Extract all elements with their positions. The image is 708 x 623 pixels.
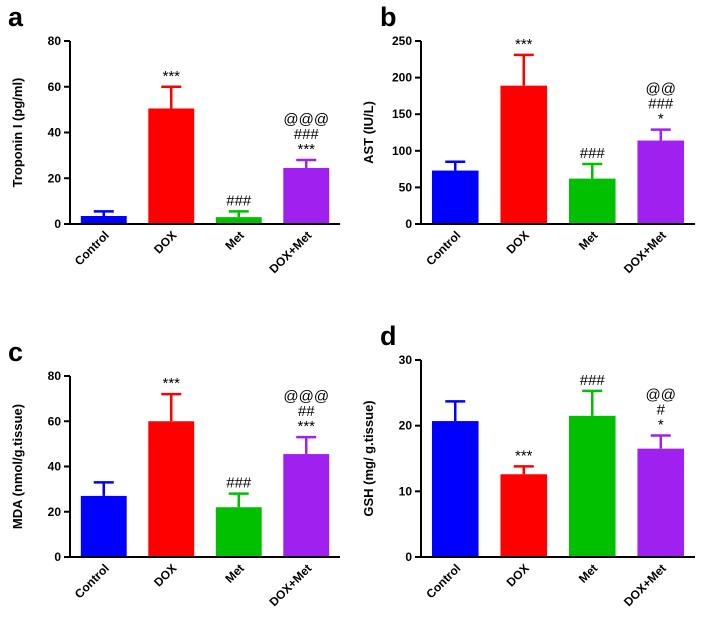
- y-tick-label: 0: [54, 550, 61, 564]
- category-label: DOX: [151, 228, 179, 256]
- significance-label: ###: [226, 192, 252, 209]
- y-tick-label: 50: [399, 180, 413, 194]
- category-label: DOX: [151, 561, 179, 589]
- bar-dox: [148, 421, 195, 557]
- y-tick-label: 40: [48, 126, 62, 140]
- y-tick-label: 150: [392, 107, 412, 121]
- significance-label: ###: [648, 96, 674, 113]
- bar-dox-met: [283, 167, 330, 224]
- category-label: Met: [576, 561, 601, 586]
- significance-label: ###: [226, 475, 252, 492]
- category-label: Met: [222, 228, 247, 253]
- y-tick-label: 80: [48, 34, 62, 48]
- bar-met: [568, 415, 616, 557]
- y-tick-label: 10: [399, 484, 413, 498]
- significance-label: @@@: [283, 388, 329, 405]
- bar-met: [215, 507, 262, 557]
- y-tick-label: 20: [48, 171, 62, 185]
- category-label: DOX+Met: [621, 228, 669, 276]
- y-axis-label: Troponin I (pg/ml): [10, 78, 25, 188]
- bar-dox: [148, 108, 195, 224]
- bar-dox: [500, 85, 548, 224]
- significance-label: @@: [646, 81, 676, 98]
- significance-label: *: [658, 417, 664, 434]
- y-tick-label: 0: [405, 217, 412, 231]
- bar-dox-met: [637, 448, 685, 557]
- significance-label: ***: [297, 141, 315, 158]
- significance-label: ***: [515, 447, 533, 464]
- panel-b: bControl***DOX###Met*###@@DOX+Met0501001…: [361, 2, 695, 276]
- significance-label: @@: [646, 387, 676, 404]
- panel-letter: a: [8, 2, 24, 32]
- y-tick-label: 0: [405, 550, 412, 564]
- category-label: DOX: [504, 228, 532, 256]
- y-tick-label: 60: [48, 414, 62, 428]
- category-label: Control: [423, 561, 463, 601]
- category-label: DOX+Met: [267, 561, 315, 609]
- significance-label: ***: [515, 36, 533, 53]
- bar-dox: [500, 474, 548, 557]
- category-label: Control: [423, 228, 463, 268]
- category-label: Met: [222, 561, 247, 586]
- panel-letter: b: [380, 2, 397, 32]
- panel-letter: d: [380, 321, 397, 351]
- y-axis-label: GSH (mg/ g.tissue): [361, 400, 376, 516]
- bar-control: [431, 170, 479, 224]
- y-tick-label: 80: [48, 369, 62, 383]
- y-tick-label: 60: [48, 80, 62, 94]
- y-tick-label: 40: [48, 460, 62, 474]
- significance-label: @@@: [283, 111, 329, 128]
- bar-met: [215, 217, 262, 224]
- significance-label: ##: [298, 403, 315, 420]
- y-axis-label: AST (IU/L): [361, 101, 376, 164]
- category-label: Met: [576, 228, 601, 253]
- y-axis-label: MDA (nmol/g.tissue): [10, 404, 25, 529]
- panel-letter: c: [8, 337, 23, 367]
- bar-control: [80, 495, 127, 557]
- y-tick-label: 250: [392, 34, 412, 48]
- y-tick-label: 0: [54, 217, 61, 231]
- significance-label: ***: [162, 68, 180, 85]
- significance-label: *: [658, 111, 664, 128]
- panel-d: d Control *** DOX ### Met *#@@ DOX+Met 0 10 20 30 GS…: [361, 321, 695, 609]
- significance-label: ###: [294, 126, 320, 143]
- bar-dox-met: [637, 140, 685, 224]
- category-label: DOX: [504, 561, 532, 589]
- category-label: DOX+Met: [621, 561, 669, 609]
- significance-label: ***: [297, 418, 315, 435]
- bar-control: [80, 215, 127, 224]
- significance-label: ###: [580, 145, 606, 162]
- y-tick-label: 200: [392, 71, 412, 85]
- y-tick-label: 20: [399, 419, 413, 433]
- panel-c: cControl***DOX###Met***##@@@DOX+Met02040…: [8, 337, 340, 609]
- y-tick-label: 20: [48, 505, 62, 519]
- bar-control: [431, 421, 479, 557]
- significance-label: #: [657, 402, 666, 419]
- category-label: Control: [72, 228, 112, 268]
- category-label: DOX+Met: [267, 228, 315, 276]
- y-tick-label: 100: [392, 144, 412, 158]
- bar-dox-met: [283, 454, 330, 557]
- significance-label: ###: [580, 372, 606, 389]
- category-label: Control: [72, 561, 112, 601]
- bar-met: [568, 178, 616, 224]
- panel-a: aControl***DOX###Met***###@@@DOX+Met0204…: [8, 2, 340, 276]
- y-tick-label: 30: [399, 353, 413, 367]
- significance-label: ***: [162, 375, 180, 392]
